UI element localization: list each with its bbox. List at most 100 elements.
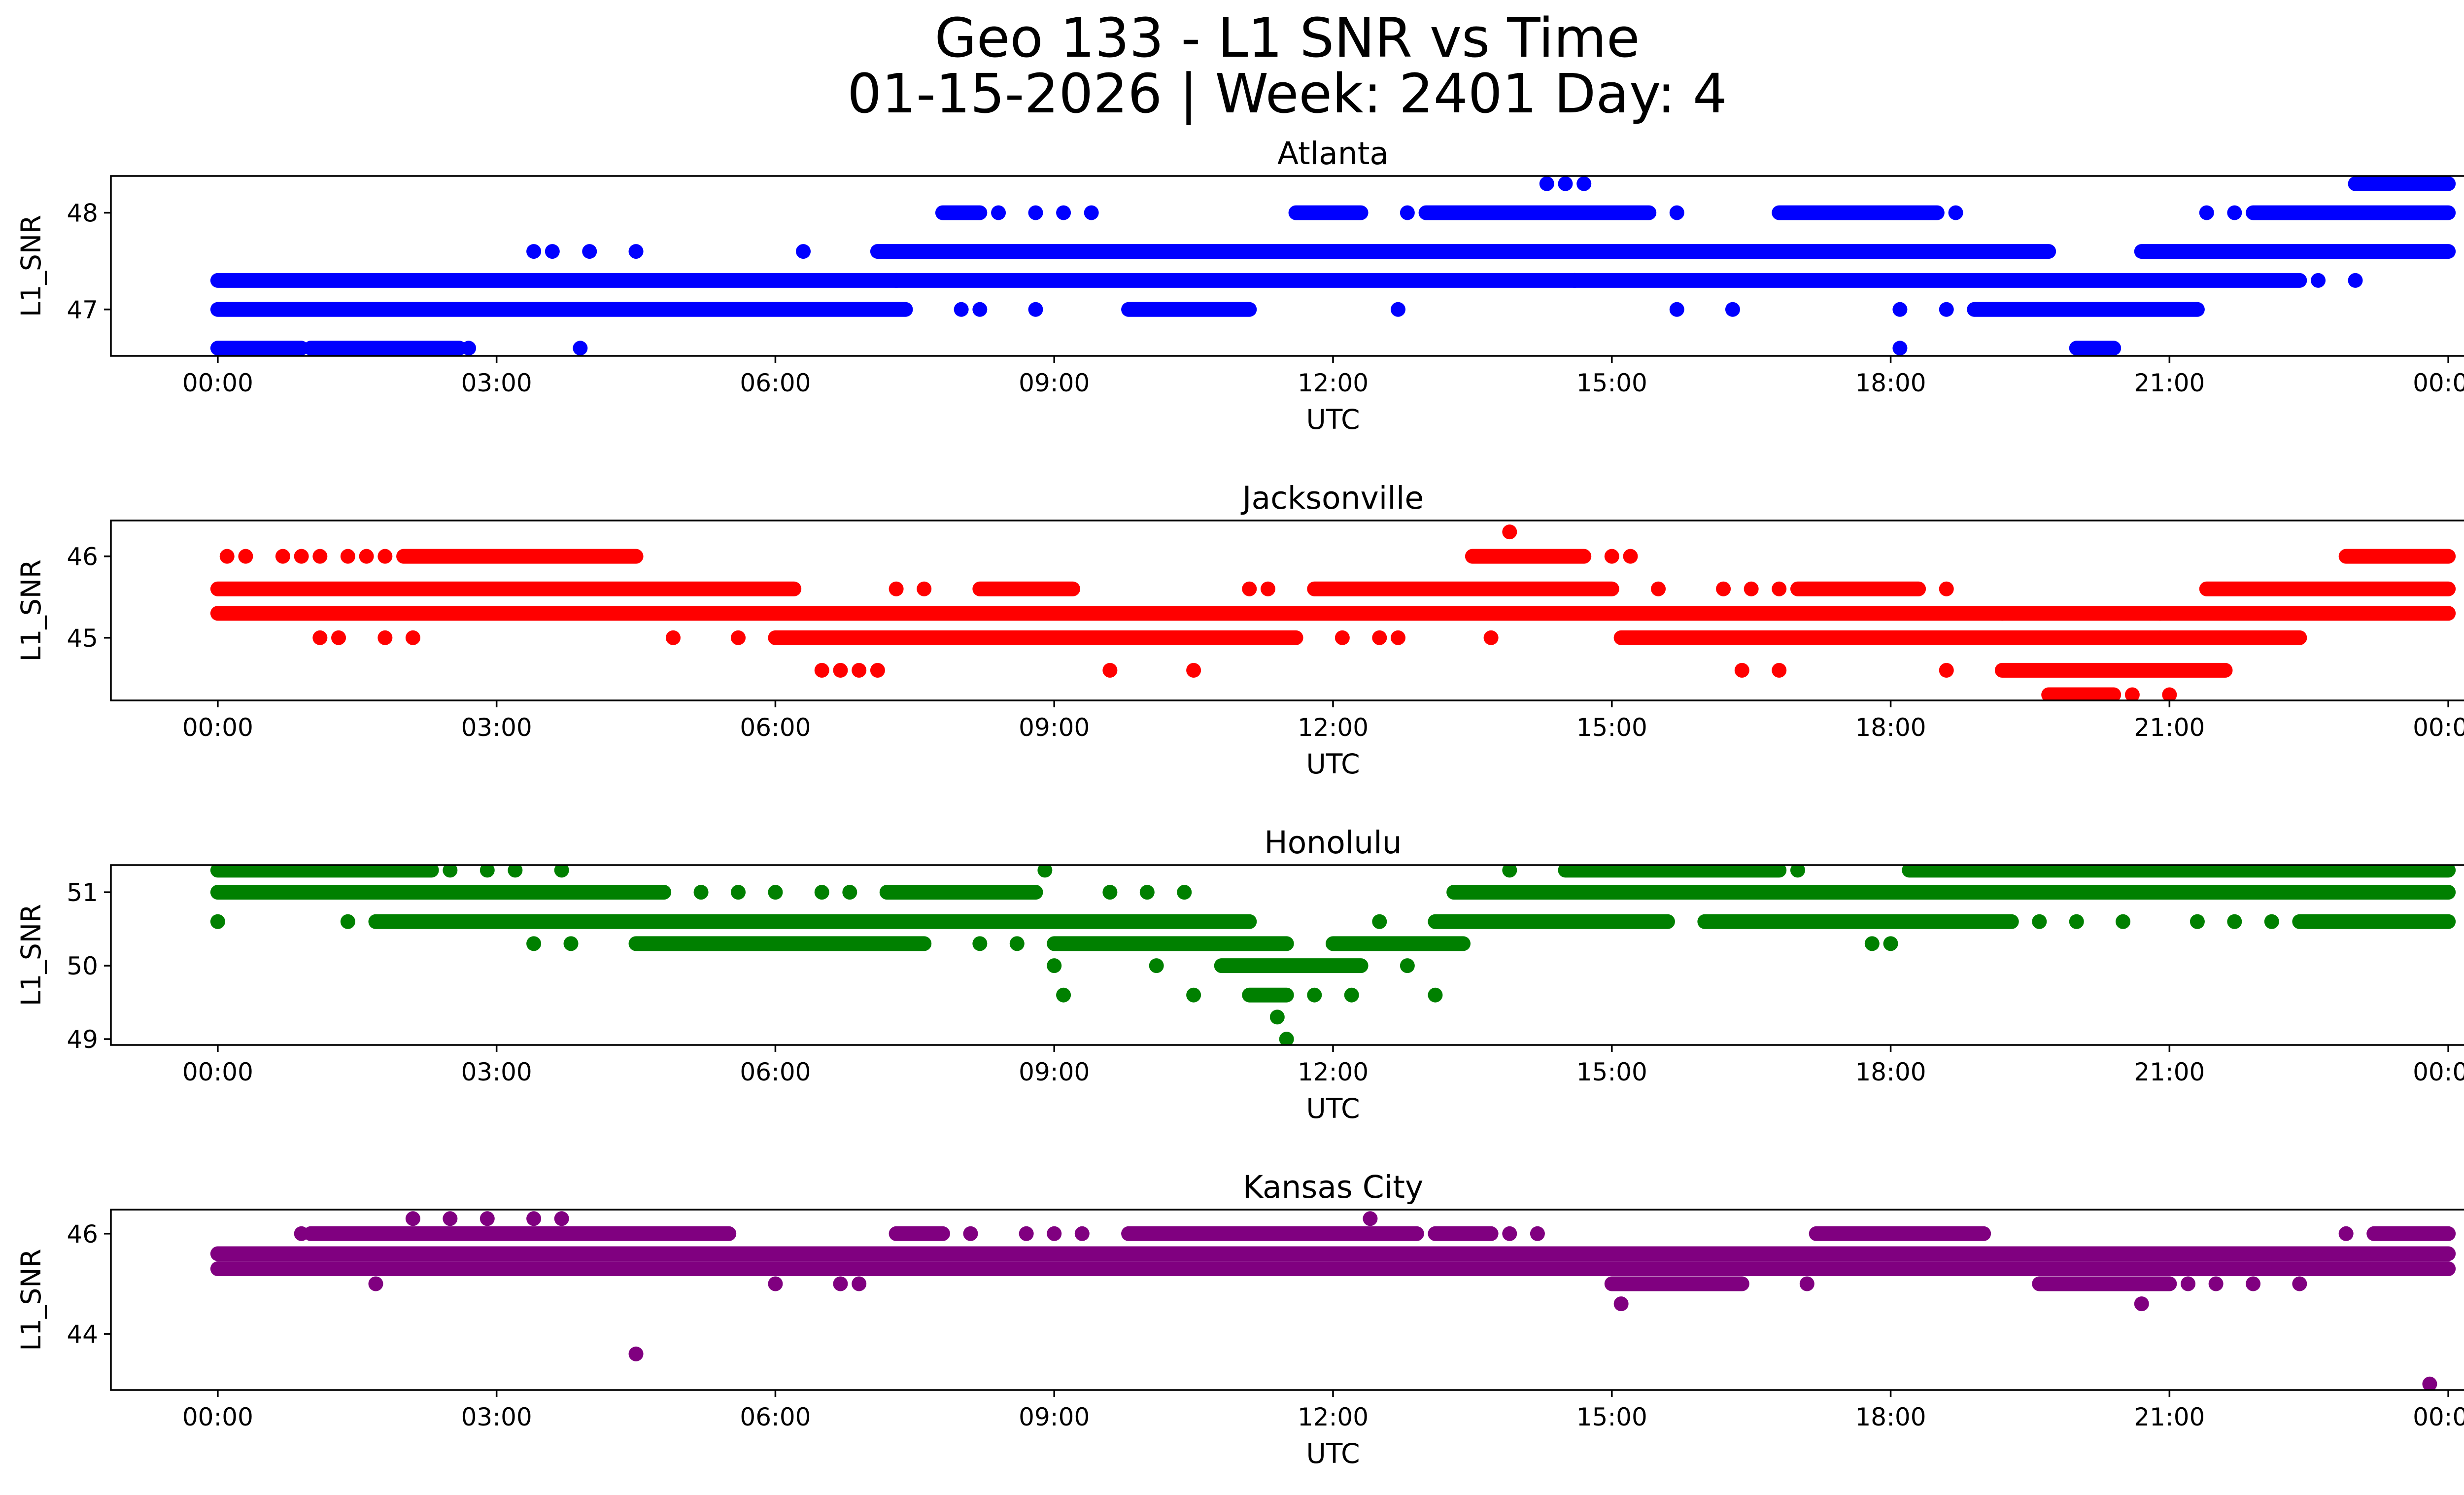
y-tick-label: 48 <box>67 199 98 228</box>
data-point <box>1084 205 1099 220</box>
data-point <box>573 341 588 356</box>
panel-3: Kansas City 00:00 03:00 06:00 09:00 12:00 15:0… <box>15 1169 2464 1469</box>
data-point <box>1864 936 1880 951</box>
data-point <box>1056 987 1071 1003</box>
x-tick-label: 18:00 <box>1855 713 1926 742</box>
data-point <box>1883 936 1898 951</box>
panel-1-markers <box>210 524 2456 700</box>
data-point <box>1539 176 1554 191</box>
data-point <box>1372 914 1387 929</box>
data-point <box>1037 865 1053 878</box>
data-point <box>833 662 848 678</box>
x-tick-label: 03:00 <box>461 1058 532 1086</box>
figure-title-line1: Geo 133 - L1 SNR vs Time <box>934 6 1640 70</box>
y-axis-label: L1_SNR <box>15 559 47 661</box>
x-axis-label: UTC <box>1306 404 1360 435</box>
y-tick-label: 46 <box>67 543 98 571</box>
data-point <box>526 936 542 951</box>
data-point <box>2124 687 2140 700</box>
x-tick-label: 12:00 <box>1298 1058 1369 1086</box>
x-tick-label: 18:00 <box>1855 1403 1926 1431</box>
data-point <box>1613 1296 1629 1312</box>
data-point <box>963 1226 978 1241</box>
data-point <box>991 205 1006 220</box>
data-point <box>2069 914 2084 929</box>
data-point <box>870 662 885 678</box>
data-point <box>508 865 523 878</box>
data-point <box>312 549 328 564</box>
data-point <box>814 885 829 900</box>
data-point <box>1948 205 1963 220</box>
data-point <box>1149 958 1164 973</box>
data-point <box>1363 1211 1378 1226</box>
panel-0-markers <box>210 176 2456 356</box>
data-point <box>1391 302 1406 317</box>
data-point <box>1269 1009 1285 1025</box>
data-point <box>443 865 458 878</box>
data-point <box>405 630 420 645</box>
x-tick-label: 00:00 <box>182 369 253 397</box>
x-tick-label: 06:00 <box>740 1058 811 1086</box>
x-tick-label: 00:00 <box>2413 1058 2464 1086</box>
data-point <box>1939 581 1954 596</box>
y-tick-label: 44 <box>67 1320 98 1349</box>
x-tick-label: 03:00 <box>461 713 532 742</box>
y-tick-label: 46 <box>67 1220 98 1249</box>
x-tick-label: 03:00 <box>461 1403 532 1431</box>
data-point <box>554 865 569 878</box>
data-point <box>1483 630 1499 645</box>
x-tick-label: 15:00 <box>1576 1058 1647 1086</box>
data-point <box>1074 1226 1090 1241</box>
x-tick-label: 09:00 <box>1019 713 1090 742</box>
data-point <box>2078 687 2093 700</box>
data-point <box>2208 1276 2224 1291</box>
data-point <box>1242 581 1257 596</box>
x-tick-label: 18:00 <box>1855 1058 1926 1086</box>
x-tick-label: 00:00 <box>2413 713 2464 742</box>
data-point <box>972 936 988 951</box>
data-point <box>628 1346 644 1361</box>
x-tick-label: 12:00 <box>1298 713 1369 742</box>
data-point <box>1009 936 1025 951</box>
data-point <box>2264 914 2279 929</box>
data-point <box>1028 302 1043 317</box>
data-point <box>1530 1226 1545 1241</box>
panel-title: Honolulu <box>1264 825 1402 861</box>
data-point <box>405 1211 420 1226</box>
data-point <box>889 581 904 596</box>
x-tick-label: 03:00 <box>461 369 532 397</box>
y-tick-label: 49 <box>67 1025 98 1054</box>
x-axis-label: UTC <box>1306 748 1360 780</box>
data-point <box>1400 958 1415 973</box>
data-point <box>1186 987 1201 1003</box>
data-point <box>842 885 857 900</box>
x-tick-label: 09:00 <box>1019 1403 1090 1431</box>
panel-2-markers <box>210 865 2456 1045</box>
data-point <box>768 1276 783 1291</box>
x-tick-label: 15:00 <box>1576 1403 1647 1431</box>
data-point <box>1279 1032 1294 1045</box>
data-point <box>443 1211 458 1226</box>
data-point <box>526 1211 542 1226</box>
y-axis-label: L1_SNR <box>15 904 47 1006</box>
x-tick-label: 00:00 <box>182 1058 253 1086</box>
data-point <box>1772 662 1787 678</box>
data-point <box>526 244 542 259</box>
data-point <box>2181 1276 2196 1291</box>
data-point <box>954 302 969 317</box>
data-point <box>275 549 290 564</box>
data-point <box>1604 549 1619 564</box>
data-point <box>796 244 811 259</box>
data-point <box>2162 687 2177 700</box>
data-point <box>1047 958 1062 973</box>
x-tick-label: 00:00 <box>2413 1403 2464 1431</box>
data-point <box>582 244 597 259</box>
data-point <box>563 936 579 951</box>
data-point <box>1772 581 1787 596</box>
data-point <box>294 1226 309 1241</box>
x-tick-label: 21:00 <box>2134 369 2205 397</box>
data-point <box>1994 606 2010 621</box>
data-point <box>1028 205 1043 220</box>
data-point <box>1744 581 1759 596</box>
data-point <box>1391 630 1406 645</box>
